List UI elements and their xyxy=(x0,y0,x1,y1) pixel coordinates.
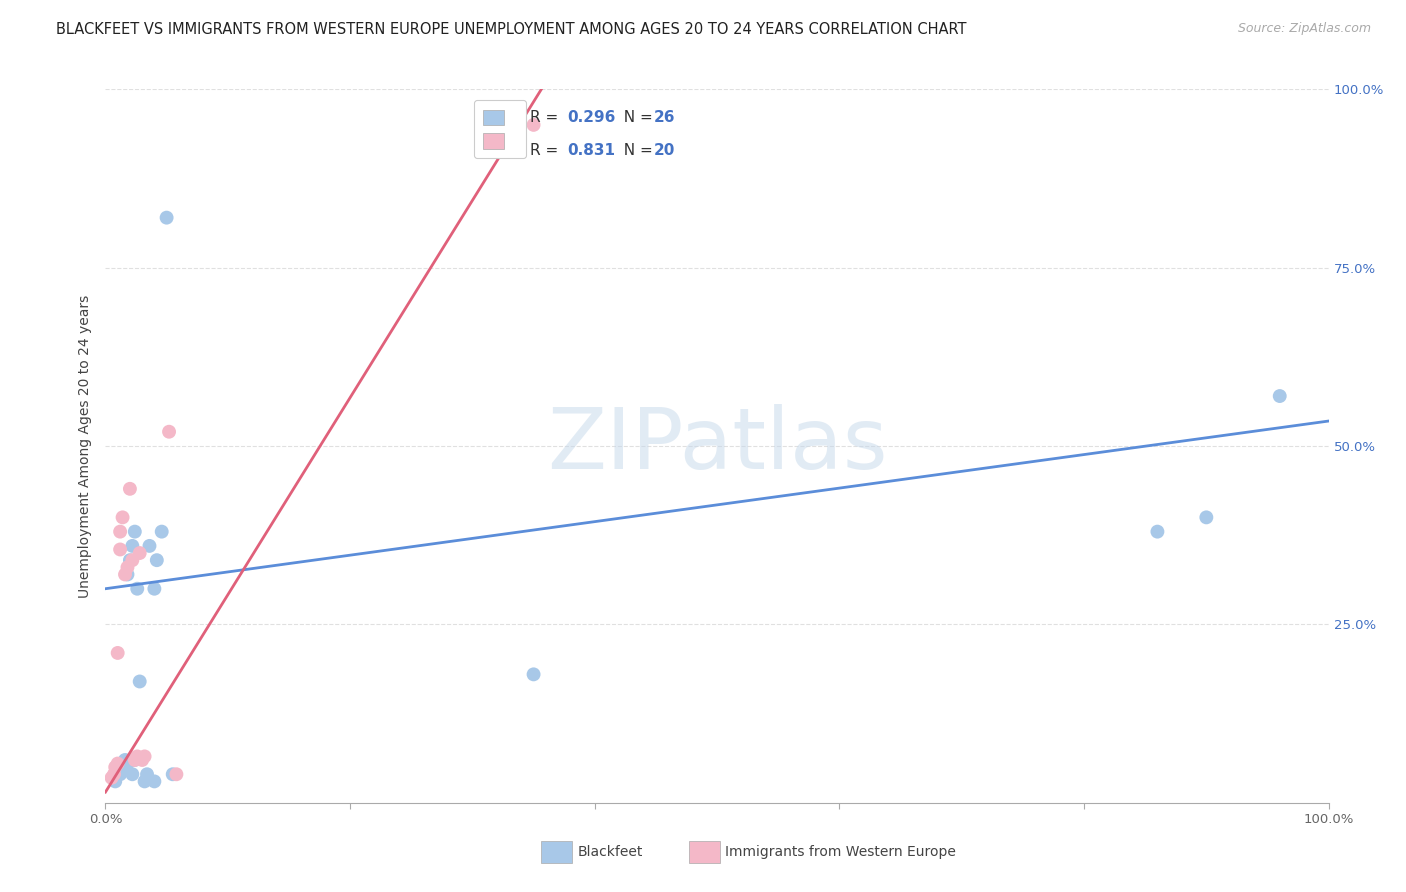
Point xyxy=(134,749,156,764)
Point xyxy=(121,553,143,567)
Point xyxy=(118,482,141,496)
Point xyxy=(114,753,136,767)
Point xyxy=(124,753,146,767)
Point xyxy=(103,767,125,781)
Text: 26: 26 xyxy=(654,111,675,125)
Y-axis label: Unemployment Among Ages 20 to 24 years: Unemployment Among Ages 20 to 24 years xyxy=(79,294,93,598)
Point xyxy=(108,767,131,781)
Point xyxy=(127,749,149,764)
Point xyxy=(107,756,129,771)
Point xyxy=(136,767,159,781)
Point xyxy=(111,510,134,524)
Point xyxy=(522,118,544,132)
Point xyxy=(138,539,160,553)
Point xyxy=(117,567,139,582)
Point xyxy=(104,760,127,774)
Text: 20: 20 xyxy=(654,144,675,158)
Point xyxy=(104,774,127,789)
Point xyxy=(118,553,141,567)
Text: N =: N = xyxy=(614,111,658,125)
Point xyxy=(117,560,139,574)
Point xyxy=(127,582,149,596)
Point xyxy=(108,524,131,539)
Text: Immigrants from Western Europe: Immigrants from Western Europe xyxy=(725,845,956,859)
Text: R =: R = xyxy=(530,111,562,125)
Point xyxy=(108,542,131,557)
Point xyxy=(111,760,134,774)
Point xyxy=(146,553,169,567)
Point xyxy=(114,567,136,582)
Point xyxy=(128,674,150,689)
Point xyxy=(522,667,544,681)
Legend: , : , xyxy=(474,101,526,159)
Point xyxy=(131,753,153,767)
Text: 0.831: 0.831 xyxy=(568,144,616,158)
Text: 0.296: 0.296 xyxy=(568,111,616,125)
Point xyxy=(157,425,180,439)
Point xyxy=(143,582,166,596)
Point xyxy=(117,756,139,771)
Point xyxy=(156,211,179,225)
Point xyxy=(1146,524,1168,539)
Point xyxy=(128,546,150,560)
Point xyxy=(121,539,143,553)
Point xyxy=(143,774,166,789)
Point xyxy=(124,524,146,539)
Point xyxy=(134,774,156,789)
Point xyxy=(107,646,129,660)
Point xyxy=(150,524,173,539)
Point xyxy=(1268,389,1291,403)
Text: N =: N = xyxy=(614,144,658,158)
Text: BLACKFEET VS IMMIGRANTS FROM WESTERN EUROPE UNEMPLOYMENT AMONG AGES 20 TO 24 YEA: BLACKFEET VS IMMIGRANTS FROM WESTERN EUR… xyxy=(56,22,967,37)
Point xyxy=(121,767,143,781)
Point xyxy=(162,767,184,781)
Point xyxy=(124,753,146,767)
Point xyxy=(1195,510,1218,524)
Point xyxy=(165,767,187,781)
Text: Blackfeet: Blackfeet xyxy=(578,845,643,859)
Text: ZIPatlas: ZIPatlas xyxy=(547,404,887,488)
Text: Source: ZipAtlas.com: Source: ZipAtlas.com xyxy=(1237,22,1371,36)
Point xyxy=(100,771,122,785)
Text: R =: R = xyxy=(530,144,562,158)
